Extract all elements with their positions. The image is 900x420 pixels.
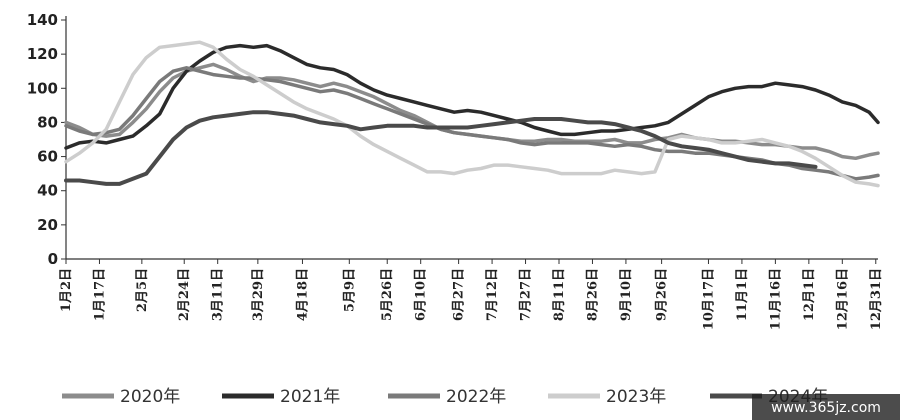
x-axis: 1月2日 1月17日 2月5日 2月24日 3月11日 3月29日 4月18日 5月9日 5月2… [59, 258, 884, 330]
y-tick-label: 120 [27, 45, 58, 63]
x-tick-label: 7月27日 [519, 268, 534, 321]
legend-label-1: 2020年 [120, 387, 180, 407]
x-tick-label: 10月17日 [701, 268, 716, 330]
series-layer [64, 40, 880, 188]
x-tick-label: 3月11日 [211, 268, 226, 321]
x-tick-label: 12月1日 [802, 268, 817, 321]
x-tick-label: 11月1日 [735, 268, 750, 321]
x-tick-label: 1月2日 [59, 268, 74, 312]
watermark-text: www.365jz.com [771, 400, 881, 416]
x-tick-label: 2月5日 [135, 268, 150, 312]
series-line-5 [64, 110, 818, 186]
x-tick-label: 1月17日 [92, 268, 107, 321]
x-tick-label: 5月26日 [380, 268, 395, 321]
series-line-2 [64, 43, 880, 150]
x-tick-label: 12月16日 [835, 268, 850, 330]
x-tick-label: 9月26日 [655, 268, 670, 321]
y-tick-label: 20 [37, 216, 58, 234]
x-tick-label: 9月10日 [619, 268, 634, 321]
x-tick-label: 3月29日 [251, 268, 266, 321]
legend-label-2: 2021年 [280, 387, 340, 407]
x-tick-label: 8月26日 [585, 268, 600, 321]
legend: 2020年2021年2022年2023年2024年 [62, 387, 828, 407]
x-tick-label: 12月31日 [869, 268, 884, 330]
x-tick-label: 4月18日 [295, 268, 310, 321]
watermark-background [752, 394, 900, 420]
x-tick-label: 7月12日 [485, 268, 500, 321]
y-tick-label: 100 [27, 79, 58, 97]
y-tick-label: 40 [37, 182, 58, 200]
legend-label-3: 2022年 [446, 387, 506, 407]
x-tick-label: 6月10日 [414, 268, 429, 321]
x-tick-label: 6月27日 [452, 268, 467, 321]
x-tick-label: 2月24日 [177, 268, 192, 321]
series-line-4 [64, 40, 880, 188]
y-tick-label: 60 [37, 148, 58, 166]
y-axis: 0 20 40 60 80 100 120 140 [27, 11, 67, 268]
x-tick-label: 8月11日 [552, 268, 567, 321]
y-tick-label: 140 [27, 11, 58, 29]
legend-label-4: 2023年 [606, 387, 666, 407]
x-tick-label: 5月9日 [342, 268, 357, 312]
x-tick-label: 11月16日 [768, 268, 783, 330]
y-tick-label: 0 [48, 250, 58, 268]
y-tick-label: 80 [37, 113, 58, 131]
watermark: www.365jz.com [752, 394, 900, 420]
